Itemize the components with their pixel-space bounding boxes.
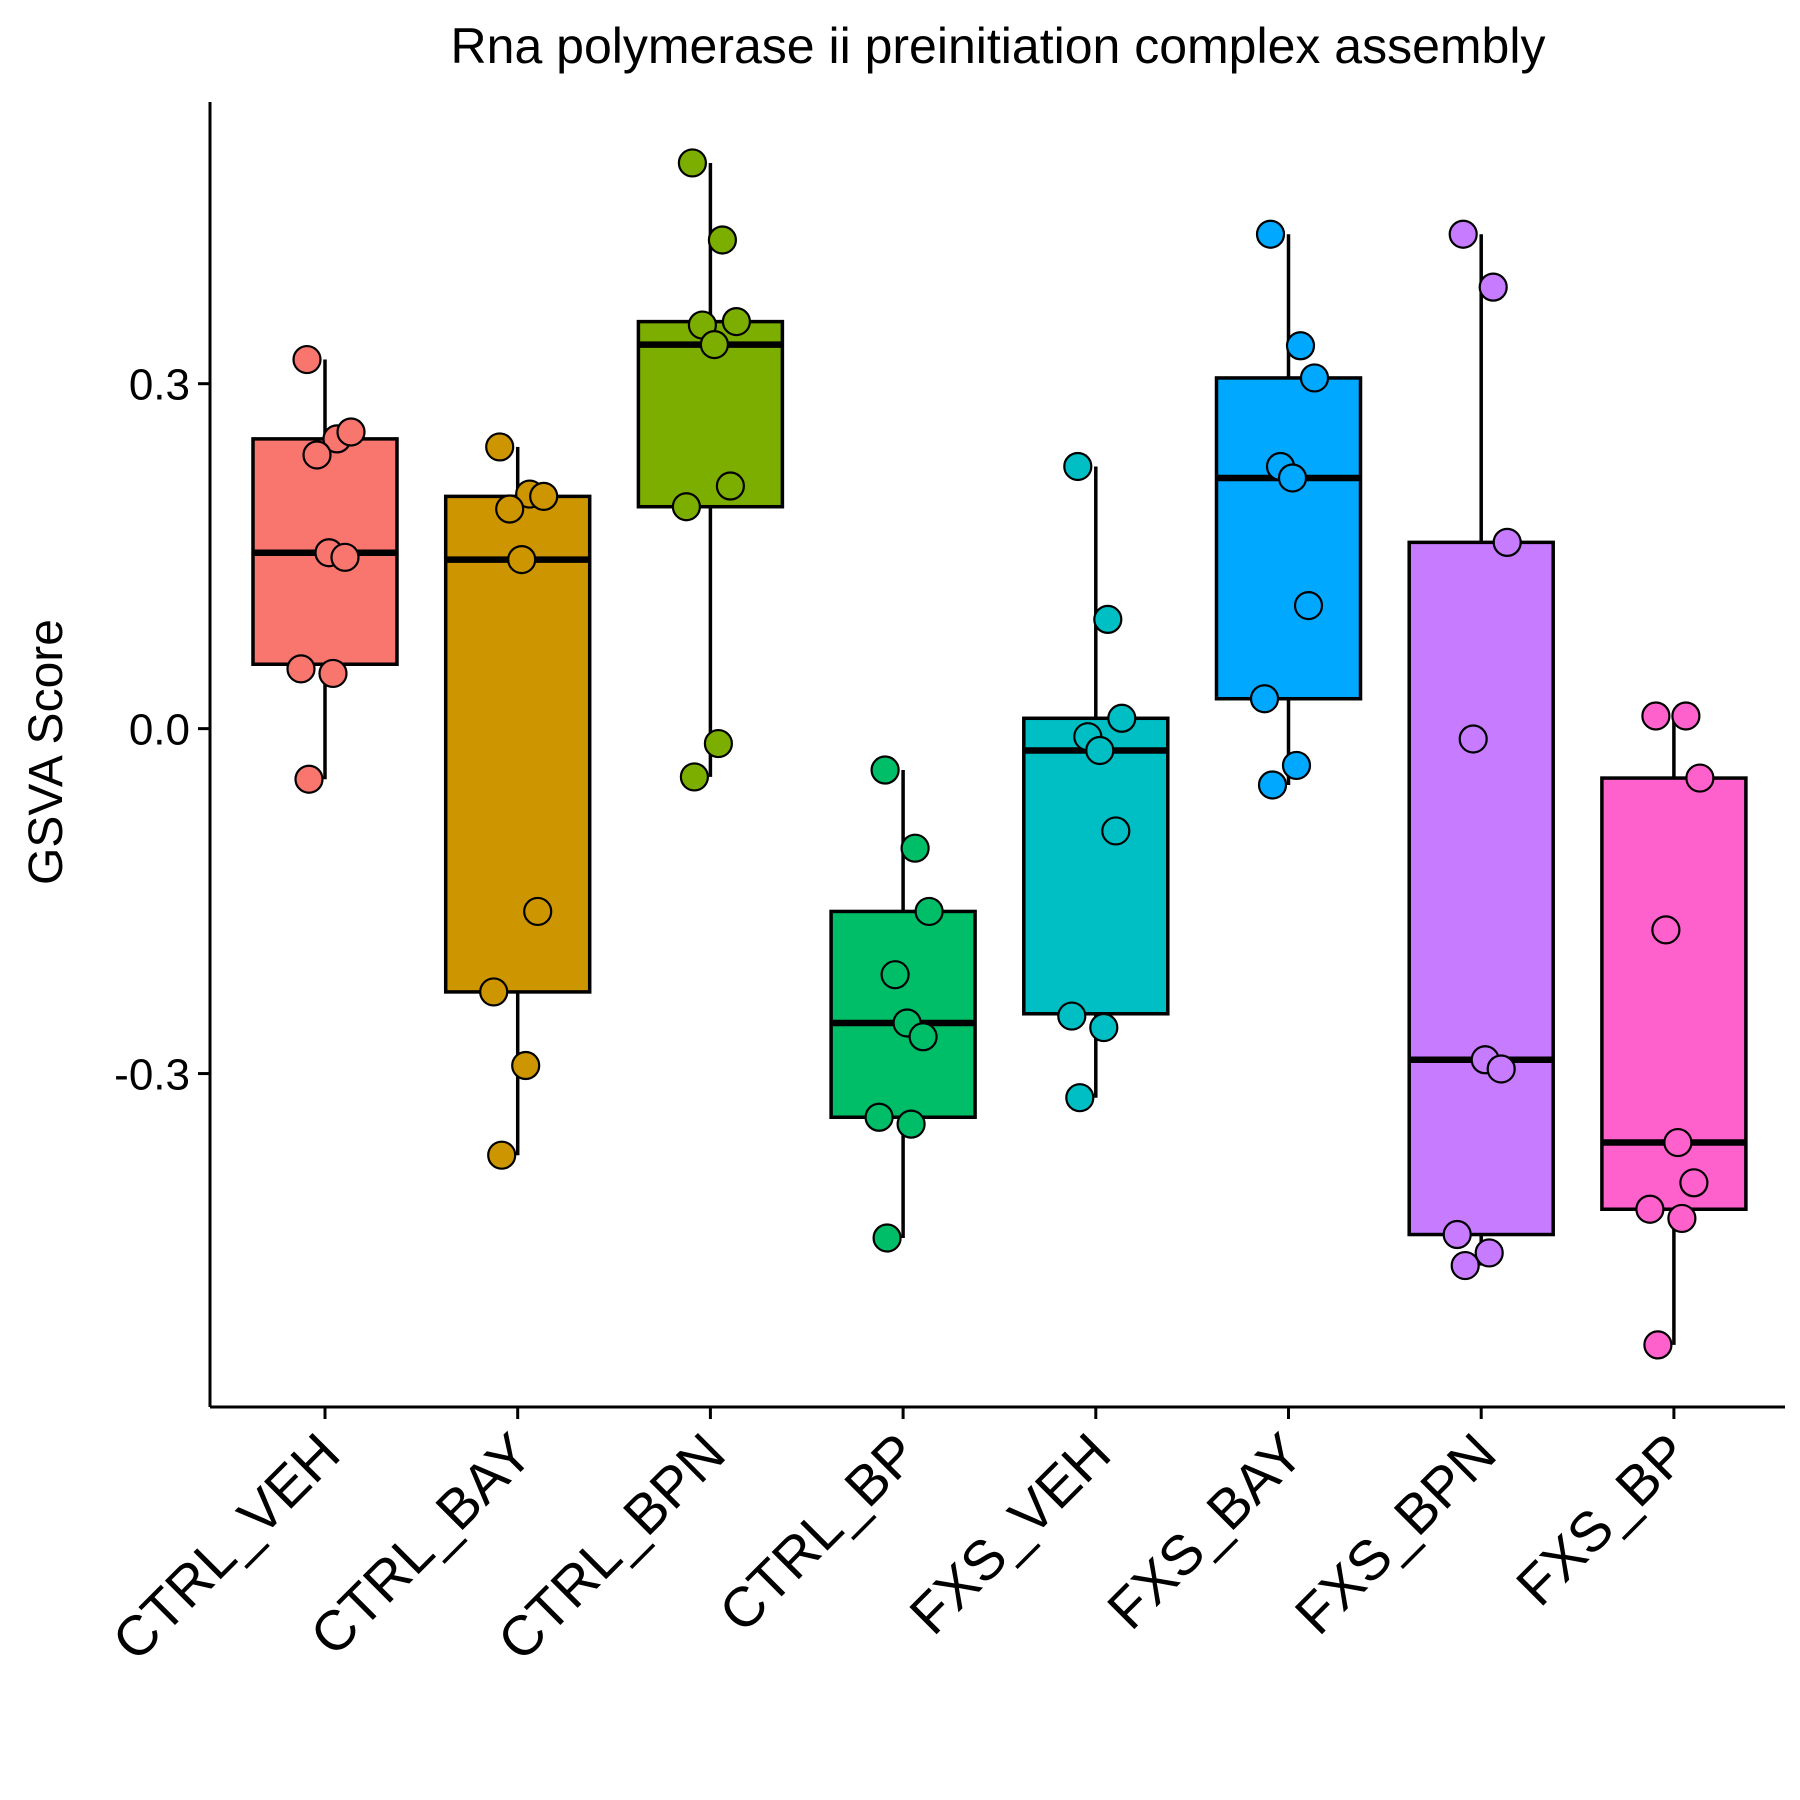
box-group-fxs-veh xyxy=(1022,451,1170,1113)
data-point xyxy=(1063,451,1093,482)
data-point xyxy=(485,432,515,462)
data-point xyxy=(914,896,944,927)
data-point xyxy=(1257,770,1288,800)
data-point xyxy=(292,344,322,375)
data-point xyxy=(1057,1001,1087,1031)
data-point xyxy=(1671,701,1701,731)
data-point xyxy=(1281,750,1312,781)
data-point xyxy=(479,977,509,1007)
data-point xyxy=(677,148,708,178)
data-point xyxy=(1085,735,1115,766)
data-point xyxy=(286,654,316,684)
box-group-ctrl-veh xyxy=(251,344,399,794)
x-tick-label: FXS_BPN xyxy=(1283,1421,1508,1646)
x-tick-label: CTRL_BP xyxy=(707,1421,930,1644)
data-point xyxy=(336,417,366,447)
data-point xyxy=(1486,1054,1516,1084)
box-group-fxs-bay xyxy=(1214,219,1363,800)
x-tick-label: FXS_BP xyxy=(1504,1421,1700,1617)
data-point xyxy=(1474,1238,1504,1268)
data-point xyxy=(1293,591,1324,621)
data-point xyxy=(1255,219,1286,249)
data-point xyxy=(1299,363,1330,393)
data-point xyxy=(487,1140,517,1170)
data-point xyxy=(1679,1168,1709,1198)
data-point xyxy=(302,440,332,470)
data-point xyxy=(715,471,746,501)
data-point xyxy=(318,658,348,689)
box-group-fxs-bp xyxy=(1600,701,1748,1360)
box xyxy=(1022,716,1170,1016)
data-point xyxy=(900,833,930,863)
data-point xyxy=(1285,331,1316,361)
y-axis-title: GSVA Score xyxy=(20,619,73,885)
data-point xyxy=(1643,1330,1673,1360)
box-group-ctrl-bpn xyxy=(636,148,785,792)
data-point xyxy=(529,481,559,511)
box xyxy=(1600,776,1748,1211)
data-point xyxy=(1448,219,1478,249)
box-group-ctrl-bp xyxy=(829,755,977,1253)
box xyxy=(1407,540,1555,1237)
plot-area xyxy=(251,148,1748,1360)
data-point xyxy=(870,755,900,785)
data-point xyxy=(908,1022,938,1052)
data-point xyxy=(1663,1127,1693,1158)
data-point xyxy=(880,960,910,990)
y-tick-label: 0.3 xyxy=(129,361,190,410)
data-point xyxy=(330,542,360,572)
y-tick-label: -0.3 xyxy=(114,1051,190,1100)
data-point xyxy=(1458,724,1488,754)
data-point xyxy=(1641,701,1671,731)
data-point xyxy=(1101,816,1131,846)
chart-title: Rna polymerase ii preinitiation complex … xyxy=(451,18,1546,74)
data-point xyxy=(707,225,738,255)
data-point xyxy=(896,1109,926,1139)
data-point xyxy=(511,1050,541,1081)
data-point xyxy=(495,494,525,524)
data-point xyxy=(1478,272,1508,302)
data-point xyxy=(703,728,734,759)
box-group-ctrl-bay xyxy=(443,432,592,1170)
data-point xyxy=(699,330,730,360)
data-point xyxy=(1107,703,1137,733)
x-tick-label: FXS_VEH xyxy=(897,1421,1122,1646)
data-point xyxy=(523,896,553,927)
data-point xyxy=(671,492,702,522)
data-point xyxy=(1651,915,1681,945)
data-point xyxy=(872,1223,902,1253)
data-point xyxy=(721,307,752,337)
data-point xyxy=(1442,1219,1472,1250)
data-point xyxy=(1685,763,1715,793)
data-point xyxy=(1450,1250,1480,1281)
data-point xyxy=(1667,1203,1697,1234)
data-point xyxy=(1635,1194,1665,1224)
data-point xyxy=(1277,463,1308,493)
data-point xyxy=(507,545,537,575)
data-point xyxy=(1089,1012,1119,1043)
box xyxy=(1214,376,1363,701)
x-tick-label: FXS_BAY xyxy=(1095,1421,1315,1641)
data-point xyxy=(1065,1083,1095,1113)
y-tick-label: 0.0 xyxy=(129,706,190,755)
data-point xyxy=(1249,684,1280,714)
data-point xyxy=(294,764,324,794)
box-group-fxs-bpn xyxy=(1407,219,1555,1281)
data-point xyxy=(1093,604,1123,635)
data-point xyxy=(864,1102,894,1132)
box xyxy=(443,494,592,994)
data-point xyxy=(679,762,710,792)
data-point xyxy=(1492,527,1522,557)
